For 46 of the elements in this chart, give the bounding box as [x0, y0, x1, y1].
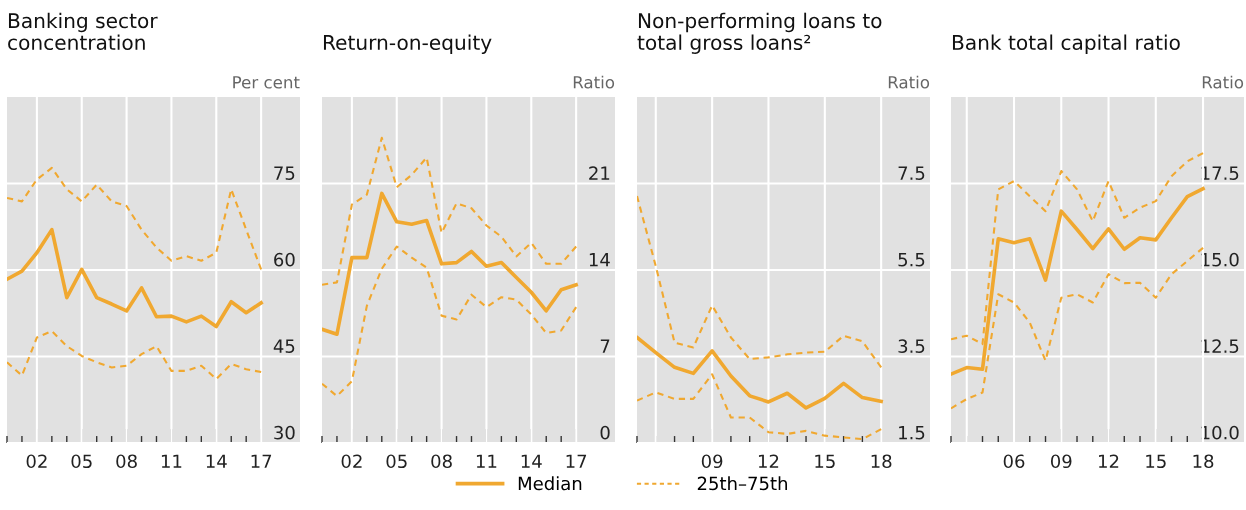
x-tick-label: 08 — [431, 454, 452, 469]
chart-title: Bank total capital ratio — [952, 34, 1180, 54]
x-tick-label: 06 — [1003, 454, 1025, 469]
x-tick-label: 11 — [476, 454, 497, 468]
y-tick-label: 12.5 — [1201, 339, 1239, 353]
x-tick-label: 17 — [251, 454, 272, 468]
x-tick-label: 18 — [871, 454, 892, 469]
x-tick-label: 11 — [161, 454, 182, 468]
y-axis-title: Ratio — [888, 75, 930, 89]
y-tick-label: 21 — [589, 166, 610, 180]
chart-title: Return-on-equity — [323, 34, 492, 54]
y-tick-label: 45 — [273, 339, 295, 353]
y-axis-title: Per cent — [233, 76, 300, 89]
y-tick-label: 5.5 — [898, 253, 925, 267]
x-tick-label: 14 — [521, 454, 542, 468]
x-tick-label: 05 — [71, 454, 92, 469]
x-tick-label: 15 — [1146, 454, 1166, 469]
legend-label: Median — [518, 476, 582, 491]
x-tick-label: 14 — [206, 454, 227, 468]
y-axis-title: Ratio — [1202, 75, 1244, 89]
y-tick-label: 75 — [274, 166, 295, 180]
x-tick-label: 15 — [815, 454, 835, 469]
x-tick-label: 05 — [386, 454, 407, 469]
y-tick-label: 10.0 — [1201, 425, 1239, 440]
y-tick-label: 7.5 — [898, 166, 925, 180]
x-tick-label: 02 — [26, 454, 47, 469]
y-tick-label: 60 — [274, 252, 295, 267]
x-tick-label: 09 — [701, 454, 723, 469]
y-tick-label: 1.5 — [899, 426, 925, 440]
x-tick-label: 17 — [566, 454, 587, 468]
x-tick-label: 02 — [341, 454, 362, 469]
legend-label: 25th–75th — [697, 476, 787, 491]
y-tick-label: 14 — [589, 253, 610, 267]
x-tick-label: 18 — [1193, 454, 1214, 469]
chart-title: Banking sector concentration — [8, 12, 158, 51]
y-tick-label: 15.0 — [1201, 252, 1239, 267]
y-tick-label: 30 — [274, 425, 295, 440]
x-tick-label: 12 — [758, 454, 779, 468]
y-tick-label: 0 — [600, 425, 610, 440]
y-tick-label: 3.5 — [898, 339, 925, 353]
y-tick-label: 7 — [600, 339, 610, 353]
x-tick-label: 09 — [1050, 454, 1072, 469]
chart-title: Non-performing loans to total gross loans² — [637, 12, 882, 54]
y-axis-title: Ratio — [573, 75, 615, 89]
x-tick-label: 12 — [1099, 454, 1119, 468]
x-tick-label: 08 — [116, 454, 137, 469]
